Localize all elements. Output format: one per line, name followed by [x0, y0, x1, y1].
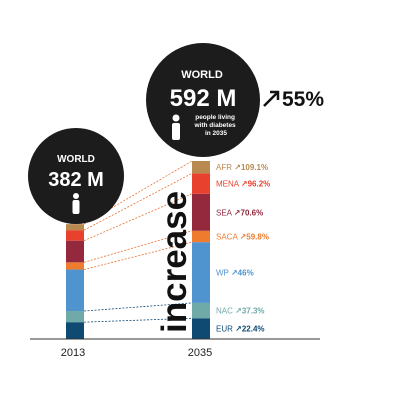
up-right-arrow-icon: ↗: [235, 307, 242, 316]
bar-segment-wp-2035: [192, 242, 210, 303]
connector-nac: [83, 302, 193, 312]
up-right-arrow-icon: ↗: [234, 163, 241, 172]
x-tick-label-2035: 2035: [188, 347, 212, 359]
bar-segment-saca-2035: [192, 230, 210, 243]
bar-segment-nac-2035: [192, 302, 210, 319]
bubble-2013: WORLD 382 M: [28, 128, 124, 224]
connector-eur: [83, 317, 193, 323]
increase-word: increase: [155, 191, 194, 333]
region-name: NAC: [216, 307, 235, 316]
bar-segment-sea-2013: [66, 240, 84, 263]
region-name: MENA: [216, 180, 241, 189]
region-name: SEA: [216, 208, 234, 217]
region-increase-value: 46%: [238, 269, 254, 278]
connector-lines: [83, 160, 193, 323]
bar-segment-wp-2013: [66, 269, 84, 312]
region-increase-value: 70.6%: [241, 208, 264, 217]
up-right-arrow-icon: ↗: [231, 269, 238, 278]
bubble-2035-caption: people living with diabetes in 2035: [194, 114, 238, 137]
region-label-saca: SACA ↗59.8%: [216, 232, 269, 241]
caption-line-3: in 2035: [205, 130, 227, 137]
bubble-2013-value: 382 M: [48, 169, 104, 191]
up-right-arrow-icon: ↗: [240, 232, 247, 241]
region-label-wp: WP ↗46%: [216, 269, 254, 278]
up-right-arrow-icon: ↗: [235, 325, 242, 334]
region-label-sea: SEA ↗70.6%: [216, 208, 263, 217]
region-increase-value: 22.4%: [242, 325, 265, 334]
region-labels: EUR ↗22.4%NAC ↗37.3%WP ↗46%SACA ↗59.8%SE…: [216, 163, 270, 333]
region-label-eur: EUR ↗22.4%: [216, 325, 265, 334]
region-label-nac: NAC ↗37.3%: [216, 307, 265, 316]
caption-line-1: people living: [195, 114, 235, 121]
person-icon: [72, 193, 80, 214]
region-name: AFR: [216, 163, 234, 172]
caption-line-2: with diabetes: [194, 122, 237, 129]
bar-segment-mena-2035: [192, 173, 210, 194]
bar-segment-sea-2035: [192, 193, 210, 231]
bar-segment-eur-2013: [66, 322, 84, 339]
connector-sea: [83, 193, 193, 242]
up-right-arrow-icon: [263, 90, 280, 107]
connector-mena: [83, 172, 193, 231]
overall-increase: 55%: [263, 88, 324, 111]
bar-segment-eur-2035: [192, 318, 210, 339]
up-right-arrow-icon: ↗: [241, 180, 248, 189]
up-right-arrow-icon: ↗: [234, 208, 241, 217]
region-label-mena: MENA ↗96.2%: [216, 180, 270, 189]
connector-wp: [83, 241, 193, 270]
region-increase-value: 96.2%: [248, 180, 271, 189]
stacked-bars: [66, 161, 210, 339]
bar-segment-nac-2013: [66, 311, 84, 323]
region-increase-value: 59.8%: [246, 232, 269, 241]
overall-increase-value: 55%: [282, 88, 324, 111]
bubble-2035-heading: WORLD: [181, 69, 223, 81]
region-name: SACA: [216, 232, 240, 241]
bubble-2035: WORLD 592 M people living with diabetes …: [146, 43, 260, 157]
region-name: WP: [216, 269, 231, 278]
bar-segment-afr-2013: [66, 224, 84, 231]
region-label-afr: AFR ↗109.1%: [216, 163, 268, 172]
bar-segment-saca-2013: [66, 262, 84, 270]
region-increase-value: 109.1%: [241, 163, 268, 172]
bar-segment-afr-2035: [192, 161, 210, 174]
x-tick-label-2013: 2013: [61, 347, 85, 359]
connector-saca: [83, 230, 193, 263]
bubble-2013-circle: [28, 128, 124, 224]
bubble-2035-value: 592 M: [170, 85, 237, 112]
person-icon: [172, 114, 180, 140]
bar-segment-mena-2013: [66, 230, 84, 241]
region-name: EUR: [216, 325, 235, 334]
region-increase-value: 37.3%: [242, 307, 265, 316]
bubble-2013-heading: WORLD: [57, 154, 95, 165]
